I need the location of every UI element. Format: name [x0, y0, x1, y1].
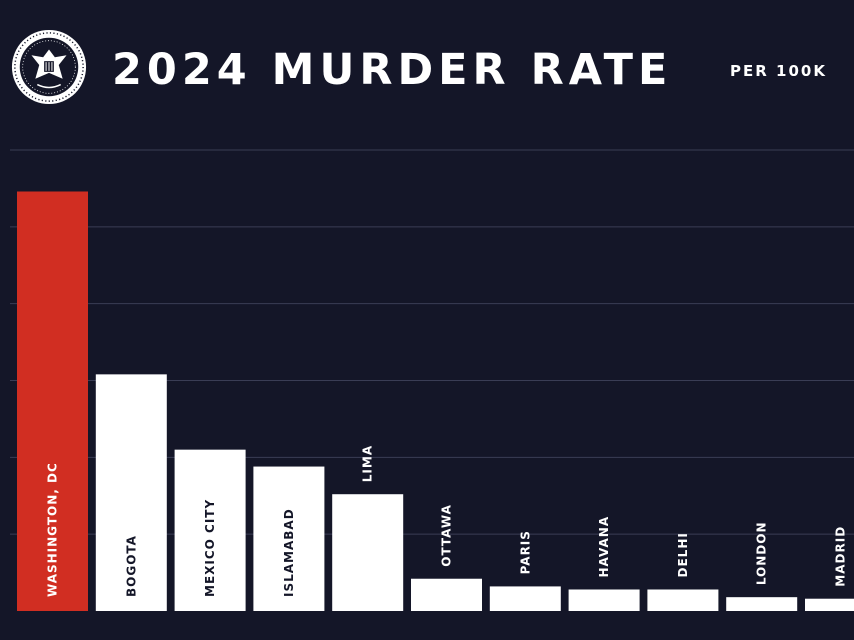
bar-label-lima: LIMA [361, 445, 375, 482]
bar-label-delhi: DELHI [676, 532, 690, 577]
bar-ottawa [411, 578, 482, 611]
chart-title: 2024 MURDER RATE [112, 45, 673, 95]
bar-label-london: LONDON [755, 521, 769, 585]
grid-lines [10, 149, 854, 535]
bar-islamabad [253, 466, 325, 611]
bar-london [726, 597, 798, 611]
bar-label-washington-dc: WASHINGTON, DC [46, 462, 60, 597]
bar-delhi [647, 589, 719, 611]
bar-bogota [95, 374, 167, 611]
bar-label-mexico-city: MEXICO CITY [203, 499, 217, 597]
bar-madrid [805, 598, 854, 611]
bar-label-islamabad: ISLAMABAD [282, 508, 296, 597]
chart-unit-label: PER 100K [730, 62, 827, 80]
bar-washington-dc [17, 191, 88, 612]
bar-labels: WASHINGTON, DC BOGOTA MEXICO CITY ISLAMABAD… [46, 445, 848, 597]
bar-label-bogota: BOGOTA [124, 535, 138, 597]
bar-label-madrid: MADRID [834, 526, 848, 587]
bar-label-paris: PARIS [518, 530, 532, 574]
presidential-seal-icon [11, 29, 87, 105]
bar-paris [489, 586, 561, 611]
bars [17, 191, 854, 612]
bar-mexico-city [174, 449, 246, 611]
bar-lima [332, 494, 404, 611]
bar-havana [568, 589, 640, 611]
bar-label-havana: HAVANA [597, 516, 611, 578]
bar-label-ottawa: OTTAWA [440, 504, 454, 567]
